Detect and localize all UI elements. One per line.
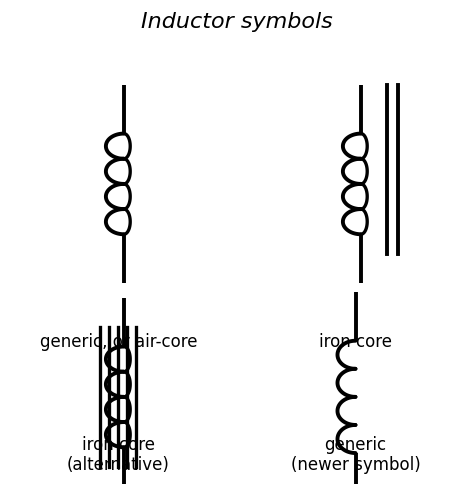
Text: iron core: iron core bbox=[319, 333, 392, 351]
Text: generic, or air-core: generic, or air-core bbox=[40, 333, 197, 351]
Text: generic
(newer symbol): generic (newer symbol) bbox=[291, 436, 420, 474]
Text: iron core
(alternative): iron core (alternative) bbox=[67, 436, 170, 474]
Text: Inductor symbols: Inductor symbols bbox=[141, 12, 333, 32]
